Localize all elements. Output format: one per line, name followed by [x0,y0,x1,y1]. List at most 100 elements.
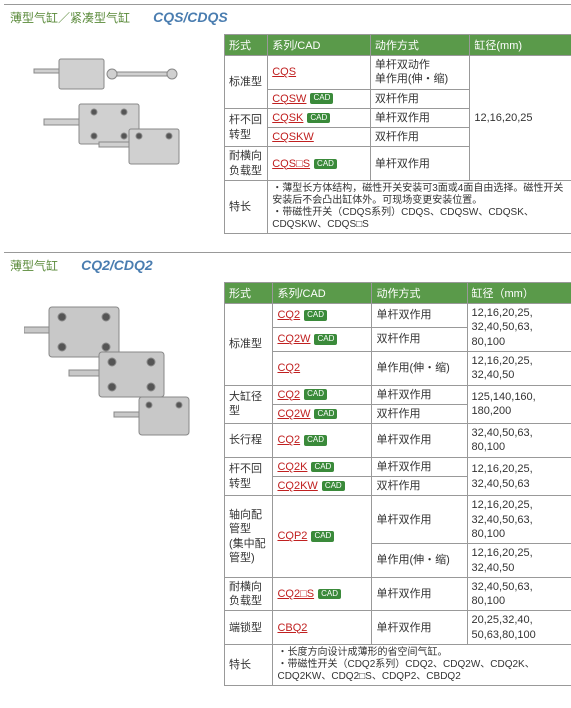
cad-badge[interactable]: CAD [304,310,327,320]
type-cell: 杆不回转型 [225,457,273,496]
series-cell: CQ2 CAD [273,304,372,328]
series-link[interactable]: CQ2 [277,362,300,374]
series-cell: CQS [268,56,371,90]
cad-badge[interactable]: CAD [311,462,334,472]
series-cell: CQ2 CAD [273,424,372,458]
series-link[interactable]: CQP2 [277,530,307,542]
col-series: 系列/CAD [273,283,372,304]
bore-cell: 12,16,20,25, 32,40,50,63, 80,100 [467,304,571,352]
series-link[interactable]: CQS□S [272,158,310,170]
action-cell: 单杆双作用 [372,424,467,458]
action-cell: 单杆双作用 [372,457,467,476]
series-link[interactable]: CQ2W [277,408,310,420]
type-cell: 标准型 [225,56,268,109]
feature-line: 薄型长方体结构，磁性开关安装可3面或4面自由选择。磁性开关安装后不会凸出缸体外。… [272,183,569,207]
feature-line: 带磁性开关（CDQS系列）CDQS、CDQSW、CDQSK、CDQSKW、CDQ… [272,207,569,231]
type-cell: 长行程 [225,424,273,458]
type-cell: 标准型 [225,304,273,385]
cad-badge[interactable]: CAD [310,93,333,103]
series-link[interactable]: CQ2K [277,461,307,473]
action-cell: 单作用(伸・缩) [372,351,467,385]
type-cell: 杆不回转型 [225,108,268,147]
bore-cell: 12,16,20,25, 32,40,50,63 [467,457,571,496]
col-type: 形式 [225,283,273,304]
feature-label: 特长 [225,181,268,234]
col-bore: 缸径（mm） [467,283,571,304]
series-link[interactable]: CQSW [272,93,306,105]
series-cell: CQ2□S CAD [273,577,372,611]
action-cell: 双杆作用 [372,404,467,423]
type-cell: 耐横向负载型 [225,147,268,181]
section-model: CQ2/CDQ2 [81,257,153,273]
feature-line: 带磁性开关（CDQ2系列）CDQ2、CDQ2W、CDQ2K、CDQ2KW、CDQ… [277,659,569,683]
type-cell: 耐横向负载型 [225,577,273,611]
feature-text: 薄型长方体结构，磁性开关安装可3面或4面自由选择。磁性开关安装后不会凸出缸体外。… [268,181,571,234]
type-cell: 轴向配管型 (集中配管型) [225,496,273,577]
section-title: 薄型气缸 [10,259,58,273]
cad-badge[interactable]: CAD [318,589,341,599]
section-model: CQS/CDQS [153,9,228,25]
series-cell: CQSK CAD [268,108,371,127]
series-cell: CQ2K CAD [273,457,372,476]
cad-badge[interactable]: CAD [307,113,330,123]
series-cell: CQSKW [268,128,371,147]
series-link[interactable]: CBQ2 [277,622,307,634]
section-cqs: 薄型气缸／紧凑型气缸 CQS/CDQS 形式 系列/CAD 动作方式 缸径(mm… [4,4,571,234]
section-header: 薄型气缸 CQ2/CDQ2 [4,252,571,280]
series-link[interactable]: CQSKW [272,131,314,143]
action-cell: 单杆双作用 [372,577,467,611]
spec-table-cq2: 形式 系列/CAD 动作方式 缸径（mm） 标准型 CQ2 CAD 单杆双作用 1… [224,282,571,686]
col-bore: 缸径(mm) [470,35,571,56]
bore-cell: 12,16,20,25, 32,40,50 [467,351,571,385]
series-link[interactable]: CQ2□S [277,588,314,600]
bore-cell: 12,16,20,25 [470,56,571,181]
series-cell: CQ2 [273,351,372,385]
cad-badge[interactable]: CAD [304,389,327,399]
section-cq2: 薄型气缸 CQ2/CDQ2 形式 系列/CAD 动作方式 缸径（mm） 标准型 … [4,252,571,686]
bore-cell: 12,16,20,25, 32,40,50,63, 80,100 [467,496,571,544]
action-cell: 单杆双作用 [372,385,467,404]
series-link[interactable]: CQ2 [277,434,300,446]
action-cell: 单作用(伸・缩) [372,544,467,578]
action-cell: 单杆双作用 [372,611,467,645]
cad-badge[interactable]: CAD [314,409,337,419]
spec-table-cqs: 形式 系列/CAD 动作方式 缸径(mm) 标准型 CQS 单杆双动作 单作用(… [224,34,571,234]
series-cell: CQ2W CAD [273,328,372,352]
type-cell: 大缸径型 [225,385,273,424]
bore-cell: 32,40,50,63, 80,100 [467,424,571,458]
action-cell: 单杆双作用 [372,304,467,328]
cad-badge[interactable]: CAD [322,481,345,491]
action-cell: 双杆作用 [372,328,467,352]
action-cell: 单杆双作用 [370,147,470,181]
series-cell: CQ2KW CAD [273,477,372,496]
cad-badge[interactable]: CAD [304,435,327,445]
col-action: 动作方式 [372,283,467,304]
product-image-cqs [4,34,224,234]
cad-badge[interactable]: CAD [314,334,337,344]
series-cell: CQS□S CAD [268,147,371,181]
series-link[interactable]: CQ2 [277,389,300,401]
action-cell: 单杆双动作 单作用(伸・缩) [370,56,470,90]
cad-badge[interactable]: CAD [314,159,337,169]
product-image-cq2 [4,282,224,686]
series-link[interactable]: CQS [272,66,296,78]
bore-cell: 20,25,32,40, 50,63,80,100 [467,611,571,645]
bore-cell: 32,40,50,63, 80,100 [467,577,571,611]
feature-line: 长度方向设计成薄形的省空间气缸。 [277,647,569,659]
type-cell: 端锁型 [225,611,273,645]
series-link[interactable]: CQ2 [277,309,300,321]
series-link[interactable]: CQ2W [277,333,310,345]
col-type: 形式 [225,35,268,56]
series-link[interactable]: CQ2KW [277,480,317,492]
action-cell: 双杆作用 [372,477,467,496]
feature-label: 特长 [225,645,273,686]
section-title: 薄型气缸／紧凑型气缸 [10,11,130,25]
series-cell: CQ2 CAD [273,385,372,404]
action-cell: 单杆双作用 [370,108,470,127]
cad-badge[interactable]: CAD [311,531,334,541]
feature-text: 长度方向设计成薄形的省空间气缸。 带磁性开关（CDQ2系列）CDQ2、CDQ2W… [273,645,571,686]
bore-cell: 125,140,160, 180,200 [467,385,571,424]
action-cell: 双杆作用 [370,89,470,108]
series-cell: CBQ2 [273,611,372,645]
series-link[interactable]: CQSK [272,112,303,124]
